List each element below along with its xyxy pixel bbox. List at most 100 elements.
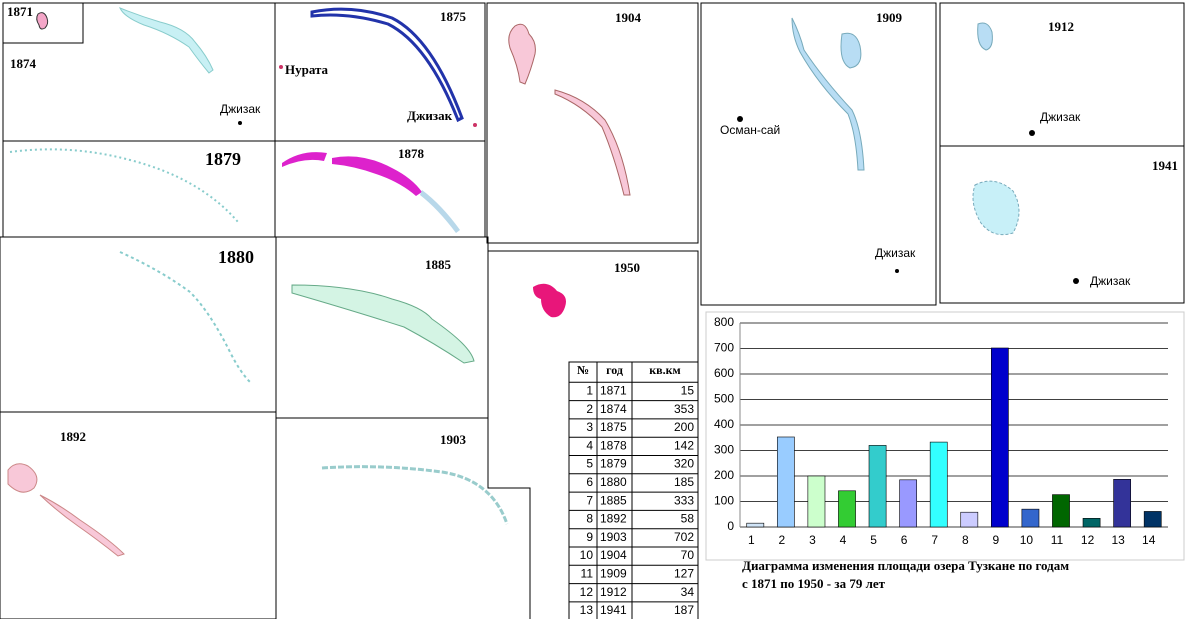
x-tick-label: 9 bbox=[993, 533, 1000, 547]
place-label: Осман-сай bbox=[720, 123, 780, 137]
table-cell: 15 bbox=[681, 383, 695, 397]
x-tick-label: 10 bbox=[1020, 533, 1034, 547]
bar bbox=[1082, 518, 1101, 528]
place-label: Нурата bbox=[285, 62, 329, 77]
bar bbox=[960, 511, 979, 528]
x-tick-label: 13 bbox=[1111, 533, 1125, 547]
bar bbox=[899, 479, 918, 528]
table-cell: 11 bbox=[581, 566, 594, 580]
bar bbox=[868, 445, 887, 528]
place-label: Джизак bbox=[220, 102, 261, 116]
table-cell: 12 bbox=[580, 585, 594, 599]
chart-frame bbox=[705, 311, 1185, 561]
table-cell: 1871 bbox=[600, 383, 627, 397]
table-cell: 333 bbox=[674, 493, 694, 507]
table-cell: 1903 bbox=[600, 530, 627, 544]
table-cell: 4 bbox=[586, 438, 593, 452]
lake-shapes bbox=[7, 7, 1079, 557]
x-tick-label: 8 bbox=[962, 533, 969, 547]
table-cell: 1941 bbox=[600, 603, 627, 617]
map-year: 1950 bbox=[614, 260, 640, 275]
x-tick-label: 11 bbox=[1051, 533, 1064, 547]
table-cell: 1892 bbox=[600, 512, 627, 526]
table-cell: 13 bbox=[580, 603, 594, 617]
chart-subtitle: с 1871 по 1950 - за 79 лет bbox=[742, 576, 886, 591]
map-year: 1909 bbox=[876, 10, 903, 25]
y-tick-label: 200 bbox=[714, 468, 734, 482]
x-tick-label: 3 bbox=[809, 533, 816, 547]
table-cell: 9 bbox=[586, 530, 593, 544]
map-years: 1871 1874 1875 1879 1878 1880 1885 1892 1903 1904… bbox=[7, 4, 1178, 447]
bar bbox=[838, 490, 856, 528]
map-year: 1885 bbox=[425, 257, 452, 272]
table-header: № bbox=[577, 363, 589, 377]
bar bbox=[929, 441, 948, 528]
y-tick-label: 800 bbox=[714, 315, 734, 329]
table-cell: 2 bbox=[586, 402, 593, 416]
bar bbox=[1113, 479, 1132, 528]
table-cell: 10 bbox=[580, 548, 594, 562]
table-cell: 142 bbox=[674, 438, 694, 452]
table-cell: 1912 bbox=[600, 585, 627, 599]
table-cell: 320 bbox=[674, 457, 694, 471]
y-tick-label: 500 bbox=[714, 392, 734, 406]
table-cell: 5 bbox=[586, 457, 593, 471]
place-label: Джизак bbox=[875, 246, 916, 260]
table-cell: 1880 bbox=[600, 475, 627, 489]
table-header: год bbox=[606, 363, 623, 377]
place-labels: Джизак Нурата Джизак Осман-сай Джизак Дж… bbox=[220, 62, 1131, 288]
table-cell: 6 bbox=[586, 475, 593, 489]
map-year: 1879 bbox=[205, 149, 241, 169]
x-tick-label: 12 bbox=[1081, 533, 1095, 547]
x-tick-label: 1 bbox=[748, 533, 755, 547]
x-tick-label: 14 bbox=[1142, 533, 1156, 547]
table-cell: 7 bbox=[586, 493, 593, 507]
bar bbox=[990, 347, 1009, 528]
bar bbox=[1052, 494, 1070, 528]
x-tick-label: 2 bbox=[779, 533, 786, 547]
map-year: 1875 bbox=[440, 9, 467, 24]
table-cell: 702 bbox=[674, 530, 694, 544]
y-tick-label: 600 bbox=[714, 366, 734, 380]
table-cell: 1878 bbox=[600, 438, 627, 452]
chart-title: Диаграмма изменения площади озера Тузкан… bbox=[742, 558, 1069, 573]
map-year: 1904 bbox=[615, 10, 642, 25]
table-cell: 34 bbox=[681, 585, 695, 599]
table-header: кв.км bbox=[649, 363, 680, 377]
table-cell: 70 bbox=[681, 548, 695, 562]
bar bbox=[746, 522, 765, 528]
x-tick-label: 6 bbox=[901, 533, 908, 547]
x-tick-label: 7 bbox=[931, 533, 938, 547]
y-tick-label: 0 bbox=[727, 519, 734, 533]
map-year: 1878 bbox=[398, 146, 425, 161]
table-cell: 8 bbox=[586, 512, 593, 526]
table-cell: 58 bbox=[681, 512, 695, 526]
map-year: 1892 bbox=[60, 429, 86, 444]
table-cell: 187 bbox=[674, 603, 694, 617]
table-border bbox=[568, 361, 699, 619]
table-cell: 3 bbox=[586, 420, 593, 434]
bar bbox=[1021, 508, 1040, 528]
table-cell: 185 bbox=[674, 475, 694, 489]
map-year: 1912 bbox=[1048, 19, 1074, 34]
map-year: 1903 bbox=[440, 432, 467, 447]
place-label: Джизак bbox=[407, 108, 453, 123]
map-year: 1874 bbox=[10, 56, 37, 71]
table-cell: 1875 bbox=[600, 420, 627, 434]
x-tick-label: 5 bbox=[870, 533, 877, 547]
y-tick-label: 400 bbox=[714, 417, 734, 431]
map-year: 1941 bbox=[1152, 158, 1178, 173]
bar bbox=[776, 436, 795, 528]
y-tick-label: 100 bbox=[714, 494, 734, 508]
map-year: 1880 bbox=[218, 247, 254, 267]
y-tick-label: 700 bbox=[714, 341, 734, 355]
table-cell: 353 bbox=[674, 402, 694, 416]
table-cell: 127 bbox=[674, 566, 694, 580]
bar bbox=[1143, 511, 1162, 528]
table-cell: 1885 bbox=[600, 493, 627, 507]
table-cell: 200 bbox=[674, 420, 694, 434]
place-label: Джизак bbox=[1090, 274, 1131, 288]
